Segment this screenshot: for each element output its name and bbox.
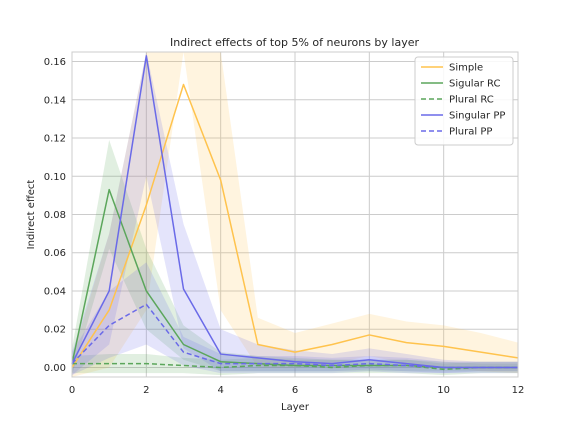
x-tick-label: 4: [217, 385, 223, 396]
y-tick-label: 0.16: [44, 57, 66, 68]
line-plural-rc: [72, 362, 518, 371]
chart-title: Indirect effects of top 5% of neurons by…: [170, 36, 420, 49]
grid: [71, 52, 519, 377]
y-tick-label: 0.10: [44, 172, 66, 183]
band-plural-rc: [72, 354, 518, 376]
y-tick-label: 0.00: [44, 363, 66, 374]
confidence-bands: [72, 52, 518, 377]
y-tick-label: 0.12: [44, 134, 66, 145]
band-sigular-rc: [72, 139, 518, 376]
legend-entry: Singular PP: [449, 111, 505, 122]
y-tick-label: 0.14: [44, 95, 66, 106]
legend: Simple Sigular RC Plural RC Singular PP Plur…: [414, 56, 514, 146]
y-tick-labels: 0.00 0.02 0.04 0.06 0.08 0.10 0.12 0.14 0.16: [44, 57, 66, 374]
y-tick-label: 0.04: [44, 286, 66, 297]
x-axis-label: Layer: [281, 402, 310, 413]
y-tick-label: 0.08: [44, 210, 66, 221]
legend-entry: Plural RC: [449, 95, 494, 106]
x-tick-label: 12: [512, 385, 525, 396]
band-simple: [72, 52, 518, 377]
line-plural-pp: [71, 303, 518, 369]
legend-entry: Simple: [449, 63, 483, 74]
legend-entry: Plural PP: [449, 127, 492, 138]
x-tick-label: 10: [437, 385, 450, 396]
x-tick-labels: 0 2 4 6 8 10 12: [69, 385, 525, 396]
legend-box: [414, 56, 514, 146]
x-tick-label: 6: [292, 385, 298, 396]
series-lines: [71, 55, 519, 371]
band-plural-pp: [72, 262, 518, 376]
x-tick-label: 8: [366, 385, 372, 396]
y-tick-label: 0.02: [44, 325, 66, 336]
line-simple: [71, 83, 519, 368]
y-axis-label: Indirect effect: [26, 180, 37, 250]
x-tick-label: 0: [69, 385, 75, 396]
legend-entry: Sigular RC: [449, 79, 500, 90]
x-tick-label: 2: [143, 385, 149, 396]
band-singular-pp: [72, 52, 518, 376]
y-tick-label: 0.06: [44, 248, 66, 259]
plot-frame: [71, 51, 519, 378]
